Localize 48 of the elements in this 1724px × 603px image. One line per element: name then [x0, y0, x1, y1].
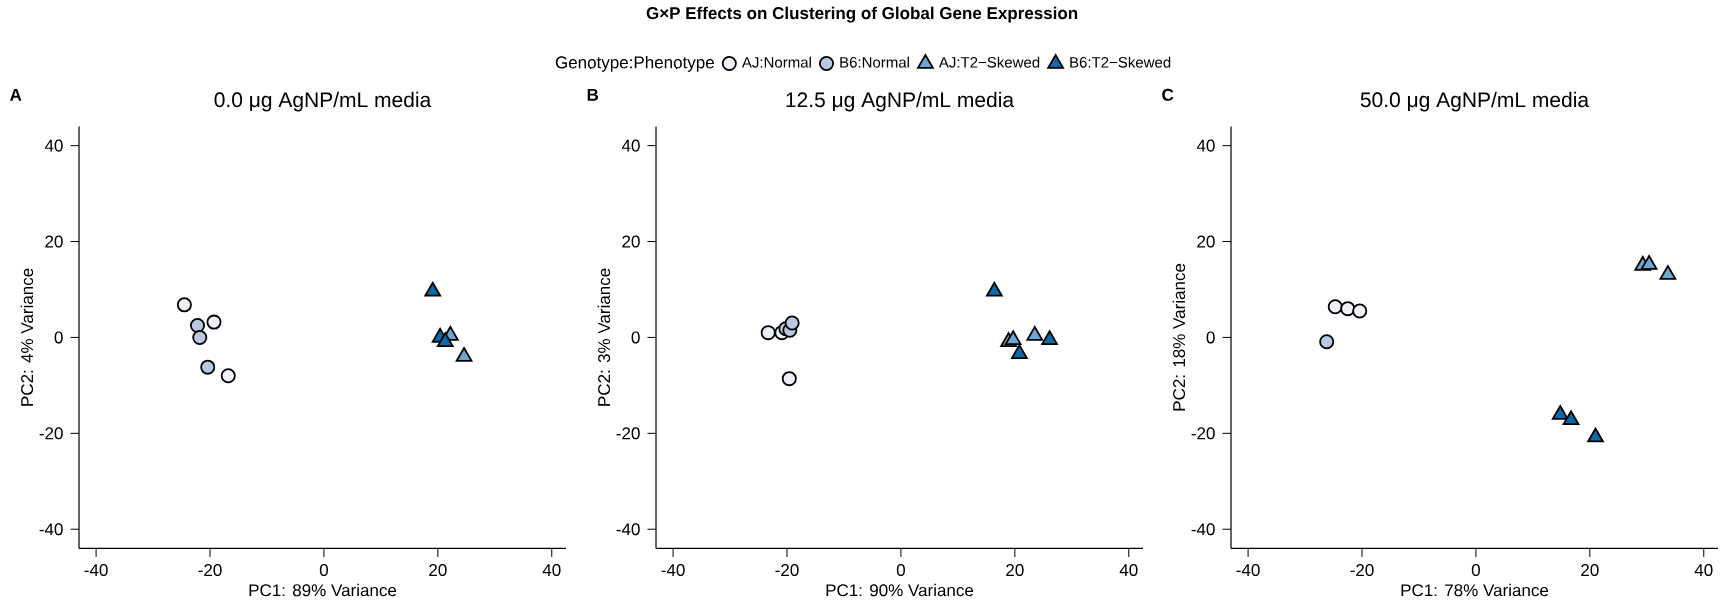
text: G×P Effects on Clustering of Global Gene Expression: [646, 6, 1078, 23]
x-axis-title: PC1: 90% Variance: [826, 583, 974, 597]
y-tick-label: -20: [616, 427, 640, 440]
text: A: [9, 88, 22, 101]
y-tick-label: 20: [622, 235, 640, 248]
chart-title: 50.0 μg AgNP/mL media: [1360, 91, 1590, 112]
y-tick-label: -20: [1191, 427, 1215, 440]
y-tick-label: -40: [39, 523, 63, 536]
x-tick-label: -20: [198, 564, 222, 577]
x-tick-label: -20: [1350, 564, 1374, 577]
y-axis-title: PC2: 4% Variance: [20, 268, 34, 406]
chart-title: 12.5 μg AgNP/mL media: [786, 91, 1015, 112]
x-tick-label: -40: [661, 564, 685, 577]
x-tick-label: 20: [1581, 564, 1599, 577]
y-axis-title: PC2: 18% Variance: [1172, 263, 1186, 411]
x-tick-label: -40: [1236, 564, 1260, 577]
x-tick-label: 20: [429, 564, 447, 577]
y-tick-label: 40: [621, 139, 640, 152]
x-tick-label: 40: [1694, 564, 1713, 577]
y-tick-label: 0: [631, 331, 640, 344]
y-tick-label: 40: [1196, 139, 1215, 152]
x-axis-title: PC1: 78% Variance: [1401, 583, 1549, 597]
x-tick-label: 0: [1471, 564, 1480, 577]
y-tick-label: 40: [44, 139, 63, 152]
legend-label: B6:Normal: [840, 56, 909, 68]
x-tick-label: 20: [1006, 564, 1024, 577]
text: C: [1162, 88, 1174, 101]
x-axis-title: PC1: 89% Variance: [249, 583, 397, 597]
legend-label: AJ:T2−Skewed: [938, 56, 1040, 68]
legend-label: AJ:Normal: [741, 56, 811, 68]
x-tick-label: -40: [84, 564, 108, 577]
x-tick-label: -20: [775, 564, 799, 577]
y-tick-label: -20: [39, 427, 63, 440]
text: B: [587, 88, 599, 101]
y-tick-label: -40: [616, 523, 640, 536]
x-tick-label: 40: [542, 564, 561, 577]
x-tick-label: 0: [319, 564, 328, 577]
y-tick-label: 0: [1206, 331, 1215, 344]
x-tick-label: 0: [896, 564, 905, 577]
legend-title: Genotype:Phenotype: [555, 55, 714, 72]
y-tick-label: -40: [1191, 523, 1215, 536]
y-tick-label: 20: [1197, 235, 1215, 248]
y-tick-label: 20: [45, 235, 63, 248]
chart-title: 0.0 μg AgNP/mL media: [214, 91, 432, 112]
x-tick-label: 40: [1119, 564, 1138, 577]
y-axis-title: PC2: 3% Variance: [597, 268, 611, 406]
y-tick-label: 0: [54, 331, 63, 344]
legend-label: B6:T2−Skewed: [1070, 56, 1171, 68]
